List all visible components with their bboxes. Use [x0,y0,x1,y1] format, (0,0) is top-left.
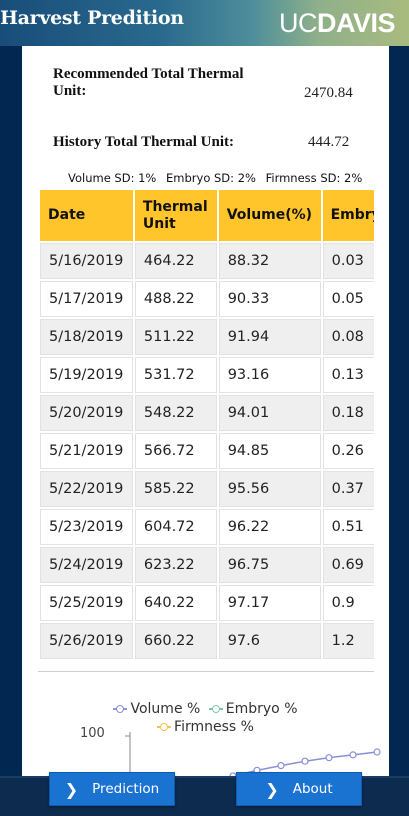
recommended-thermal-value: 2470.84 [304,85,353,101]
cell-embryo: 0.05 [322,281,374,317]
table-header-row: Date Thermal Unit Volume(%) Embryo [40,190,374,241]
cell-volume: 91.94 [218,319,321,355]
cell-date: 5/19/2019 [40,357,133,393]
history-thermal-label: History Total Thermal Unit: [53,134,234,150]
data-point [277,761,285,770]
content-panel: Recommended Total Thermal Unit: 2470.84 … [22,46,389,776]
volume-sd: Volume SD: 1% [68,171,157,185]
cell-date: 5/20/2019 [40,395,133,431]
prediction-chart: 100 [62,726,389,776]
cell-thermal-unit: 640.22 [134,585,217,621]
chart-legend: Volume % Embryo % Firmness % [22,698,389,735]
table-row: 5/17/2019 488.22 90.33 0.05 [40,281,374,317]
table-row: 5/20/2019 548.22 94.01 0.18 [40,395,374,431]
table-row: 5/25/2019 640.22 97.17 0.9 [40,585,374,621]
chevron-right-icon: ❯ [64,779,79,799]
column-header-thermal-unit: Thermal Unit [134,190,217,241]
cell-thermal-unit: 623.22 [134,547,217,583]
data-point [373,748,381,756]
ucdavis-logo: UCDAVIS [278,8,396,38]
cell-volume: 94.01 [218,395,321,431]
cell-volume: 94.85 [218,433,321,469]
history-thermal-value: 444.72 [308,134,350,150]
bottom-nav: ❯ Prediction ❯ About [0,772,409,816]
cell-embryo: 0.08 [322,319,374,355]
cell-embryo: 0.37 [322,471,374,507]
y-tick-label: 100 [80,726,105,741]
chart-plot [125,732,381,776]
firmness-sd: Firmness SD: 2% [265,171,363,185]
chevron-right-icon: ❯ [265,779,279,799]
column-header-date: Date [40,190,133,241]
cell-thermal-unit: 464.22 [134,243,217,279]
about-button[interactable]: ❯ About [236,772,362,806]
prediction-table: Date Thermal Unit Volume(%) Embryo 5/16/… [38,188,374,661]
cell-volume: 95.56 [218,471,321,507]
table-row: 5/24/2019 623.22 96.75 0.69 [40,547,374,583]
cell-volume: 97.17 [218,585,321,621]
column-header-volume: Volume(%) [218,190,321,241]
cell-date: 5/18/2019 [40,319,133,355]
table-row: 5/22/2019 585.22 95.56 0.37 [40,471,374,507]
legend-item-embryo[interactable]: Embryo % [208,701,298,717]
cell-embryo: 0.9 [322,585,374,621]
cell-thermal-unit: 660.22 [134,623,217,659]
app-header: Harvest Predition UCDAVIS [0,0,409,46]
data-point [301,757,309,765]
cell-embryo: 0.13 [322,357,374,393]
table-row: 5/18/2019 511.22 91.94 0.08 [40,319,374,355]
cell-volume: 93.16 [218,357,321,393]
table-row: 5/16/2019 464.22 88.32 0.03 [40,243,374,279]
data-point [349,751,357,759]
cell-thermal-unit: 511.22 [134,319,217,355]
cell-date: 5/23/2019 [40,509,133,545]
embryo-sd: Embryo SD: 2% [166,171,256,185]
data-point [325,754,333,762]
cell-date: 5/16/2019 [40,243,133,279]
cell-embryo: 0.51 [322,509,374,545]
cell-embryo: 0.26 [322,433,374,469]
cell-date: 5/21/2019 [40,433,133,469]
cell-thermal-unit: 548.22 [134,395,217,431]
app-title: Harvest Predition [0,7,184,29]
cell-thermal-unit: 531.72 [134,357,217,393]
sd-summary: Volume SD: 1% Embryo SD: 2% Firmness SD:… [68,171,368,185]
table-row: 5/19/2019 531.72 93.16 0.13 [40,357,374,393]
cell-volume: 88.32 [218,243,321,279]
cell-date: 5/25/2019 [40,585,133,621]
divider [38,671,374,672]
prediction-table-scroll[interactable]: Date Thermal Unit Volume(%) Embryo 5/16/… [38,188,374,663]
cell-volume: 96.22 [218,509,321,545]
cell-embryo: 0.03 [322,243,374,279]
cell-date: 5/26/2019 [40,623,133,659]
table-row: 5/23/2019 604.72 96.22 0.51 [40,509,374,545]
table-row: 5/21/2019 566.72 94.85 0.26 [40,433,374,469]
recommended-thermal-label: Recommended Total Thermal Unit: [53,66,244,99]
cell-volume: 97.6 [218,623,321,659]
legend-item-volume[interactable]: Volume % [113,701,200,717]
column-header-embryo: Embryo [322,190,374,241]
cell-date: 5/24/2019 [40,547,133,583]
cell-embryo: 1.2 [322,623,374,659]
table-row: 5/26/2019 660.22 97.6 1.2 [40,623,374,659]
cell-date: 5/17/2019 [40,281,133,317]
cell-date: 5/22/2019 [40,471,133,507]
prediction-button[interactable]: ❯ Prediction [49,772,175,806]
cell-thermal-unit: 585.22 [134,471,217,507]
cell-embryo: 0.69 [322,547,374,583]
cell-volume: 96.75 [218,547,321,583]
cell-volume: 90.33 [218,281,321,317]
cell-thermal-unit: 604.72 [134,509,217,545]
cell-embryo: 0.18 [322,395,374,431]
cell-thermal-unit: 566.72 [134,433,217,469]
legend-item-firmness[interactable]: Firmness % [157,719,254,735]
cell-thermal-unit: 488.22 [134,281,217,317]
